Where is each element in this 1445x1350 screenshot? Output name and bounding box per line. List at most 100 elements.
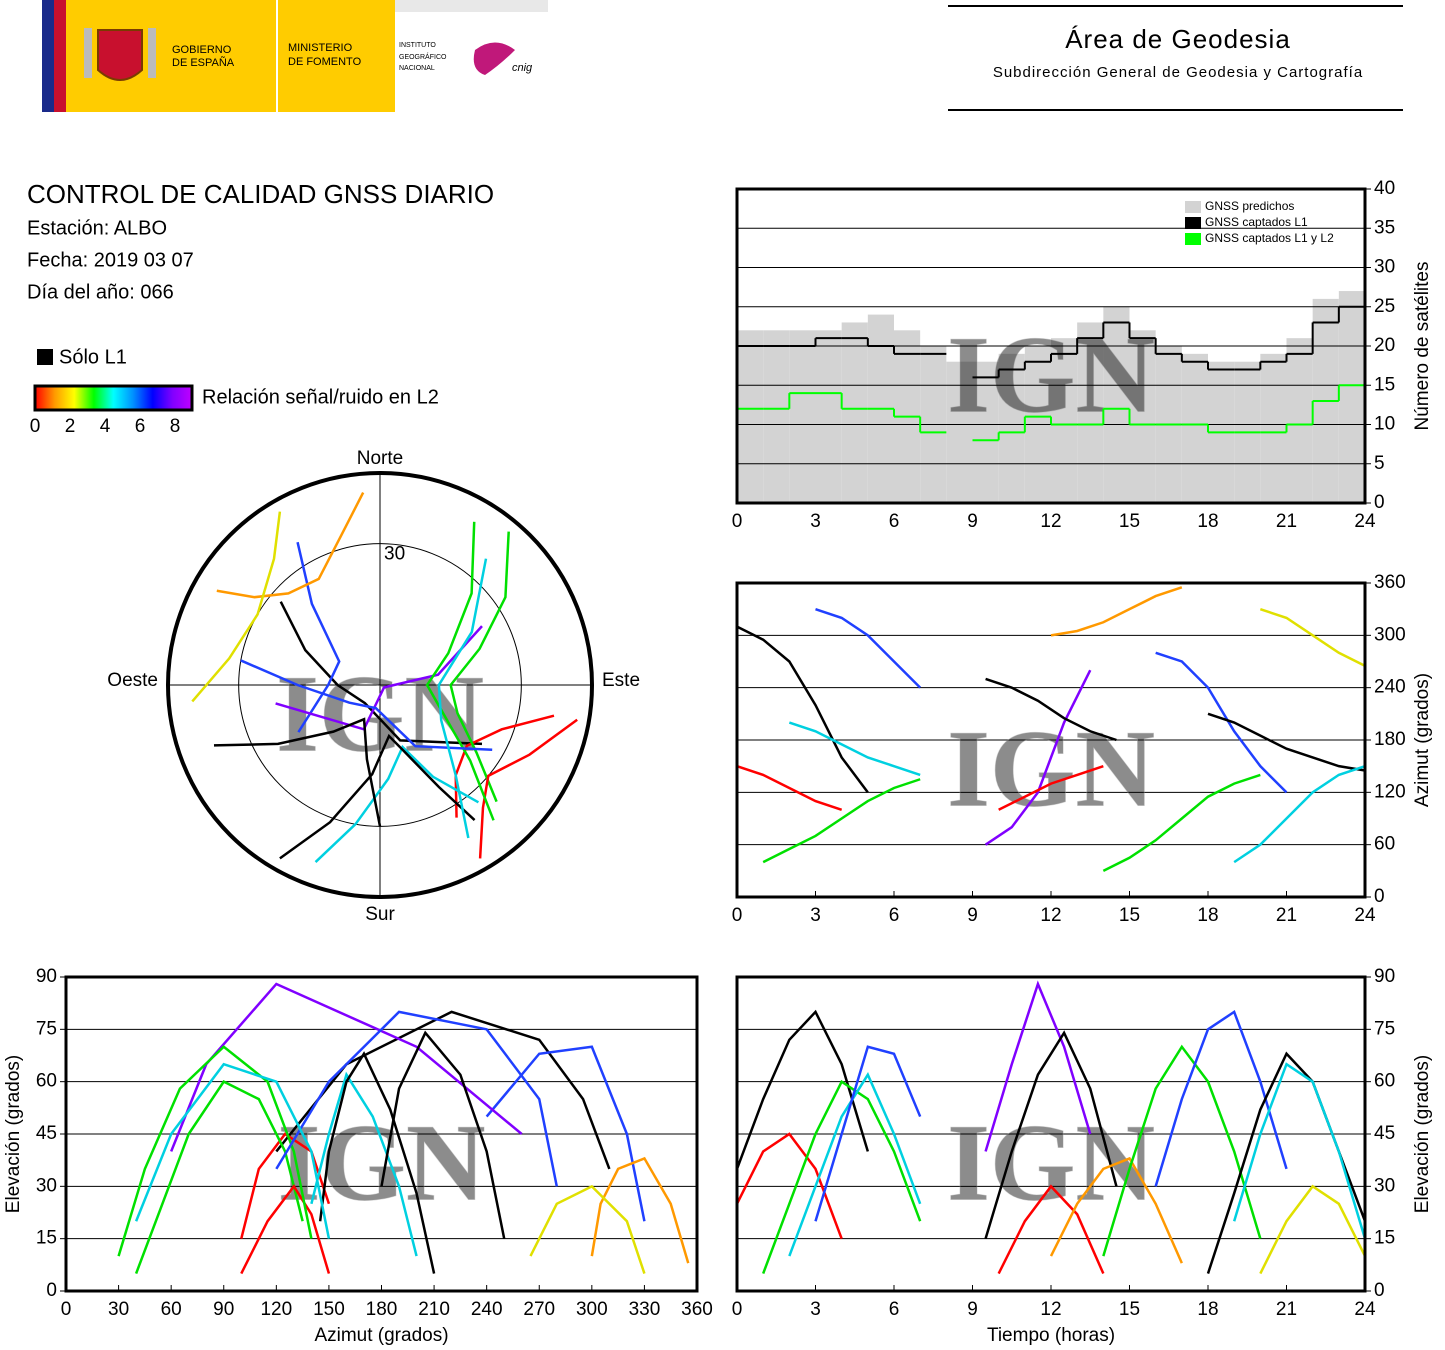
track <box>1259 607 1366 667</box>
track <box>736 764 843 811</box>
sky-track <box>279 733 476 860</box>
x-tick-label: 9 <box>967 511 978 532</box>
y-tick-label: 60 <box>36 1071 57 1092</box>
track <box>170 982 523 1152</box>
track <box>1207 712 1366 772</box>
x-tick-label: 18 <box>1197 511 1218 532</box>
x-tick-label: 150 <box>313 1299 345 1320</box>
x-tick-label: 0 <box>732 905 743 926</box>
x-tick-label: 360 <box>681 1299 713 1320</box>
date: Fecha: 2019 03 07 <box>27 249 194 271</box>
track <box>788 721 921 777</box>
legend-label: GNSS captados L1 <box>1205 215 1308 229</box>
x-tick-label: 270 <box>523 1299 555 1320</box>
sky-track <box>216 492 365 599</box>
x-tick-label: 15 <box>1119 1299 1140 1320</box>
x-tick-label: 6 <box>889 511 900 532</box>
sky-track <box>191 511 282 703</box>
predicted-bar <box>1103 306 1130 503</box>
x-tick-label: 9 <box>967 1299 978 1320</box>
dir-label: Norte <box>357 448 403 469</box>
dir-label: Este <box>602 670 640 691</box>
l1-swatch <box>37 349 53 365</box>
y-tick-label: 75 <box>36 1018 57 1039</box>
x-tick-label: 24 <box>1354 1299 1376 1320</box>
x-tick-label: 12 <box>1040 905 1061 926</box>
x-tick-label: 15 <box>1119 511 1140 532</box>
grey-bar <box>395 0 548 12</box>
dir-label: Oeste <box>107 670 158 691</box>
gov-text: GOBIERNO <box>172 44 232 56</box>
y-tick-label: 90 <box>36 966 57 987</box>
x-tick-label: 0 <box>732 1299 743 1320</box>
track <box>984 1030 1118 1240</box>
snr-tick: 4 <box>100 416 111 437</box>
track <box>1233 764 1366 864</box>
watermark: IGN <box>947 1101 1155 1223</box>
snr-label: Relación señal/ruido en L2 <box>202 386 439 408</box>
predicted-bar <box>763 330 790 503</box>
track <box>736 625 869 794</box>
y-tick-label: 60 <box>1374 1071 1395 1092</box>
predicted-bar <box>1260 353 1287 503</box>
ign-text: GEOGRÁFICO <box>399 52 447 61</box>
track <box>240 1184 331 1275</box>
station: Estación: ALBO <box>27 217 167 239</box>
y-tick-label: 120 <box>1374 781 1406 802</box>
x-tick-label: 12 <box>1040 511 1061 532</box>
snr-tick: 8 <box>170 416 181 437</box>
x-tick-label: 21 <box>1276 905 1297 926</box>
x-tick-label: 30 <box>108 1299 129 1320</box>
track <box>380 1030 506 1239</box>
ring-label: 30 <box>384 544 405 565</box>
x-tick-label: 3 <box>810 1299 821 1320</box>
y-axis-label: Elevación (grados) <box>3 1055 24 1213</box>
x-tick-label: 180 <box>366 1299 398 1320</box>
min-block <box>278 0 395 112</box>
track <box>984 980 1092 1152</box>
plot-frame <box>64 975 699 1293</box>
ign-text: INSTITUTO <box>399 42 436 49</box>
track <box>1049 1156 1183 1264</box>
sky-track <box>213 717 382 827</box>
track <box>1102 1044 1262 1257</box>
track <box>134 1080 304 1275</box>
track <box>814 1045 922 1222</box>
y-tick-label: 10 <box>1374 414 1395 435</box>
y-tick-label: 360 <box>1374 572 1406 593</box>
track <box>117 1045 313 1257</box>
x-tick-label: 24 <box>1354 905 1376 926</box>
predicted-bar <box>737 330 764 503</box>
snr-tick: 0 <box>30 416 41 437</box>
sky-track <box>437 558 488 839</box>
y-axis-label: Elevación (grados) <box>1412 1055 1433 1213</box>
y-tick-label: 35 <box>1374 217 1395 238</box>
sky-track <box>425 521 495 821</box>
y-tick-label: 0 <box>1374 492 1385 513</box>
y-tick-label: 60 <box>1374 834 1395 855</box>
predicted-bar <box>998 353 1025 503</box>
dir-label: Sur <box>365 904 395 925</box>
x-tick-label: 90 <box>213 1299 234 1320</box>
gov-text: DE ESPAÑA <box>172 56 235 69</box>
y-tick-label: 75 <box>1374 1018 1395 1039</box>
predicted-bar <box>815 330 842 503</box>
sky-track <box>314 744 480 863</box>
track <box>984 669 1092 846</box>
x-tick-label: 120 <box>260 1299 292 1320</box>
track <box>985 677 1117 742</box>
track <box>1232 1062 1367 1240</box>
predicted-bar <box>789 330 816 503</box>
x-tick-label: 0 <box>732 511 743 532</box>
predicted-bar <box>1338 291 1365 503</box>
cnig-text: cnig <box>512 62 533 74</box>
area-sub: Subdirección General de Geodesia y Carto… <box>993 64 1363 81</box>
snr-colorbar <box>33 384 194 412</box>
y-tick-label: 240 <box>1374 677 1406 698</box>
plot-frame <box>735 975 1367 1293</box>
y-tick-label: 45 <box>36 1123 57 1144</box>
track <box>310 1071 418 1257</box>
x-tick-label: 21 <box>1276 1299 1297 1320</box>
x-tick-label: 0 <box>61 1299 72 1320</box>
y-tick-label: 0 <box>1374 1280 1385 1301</box>
